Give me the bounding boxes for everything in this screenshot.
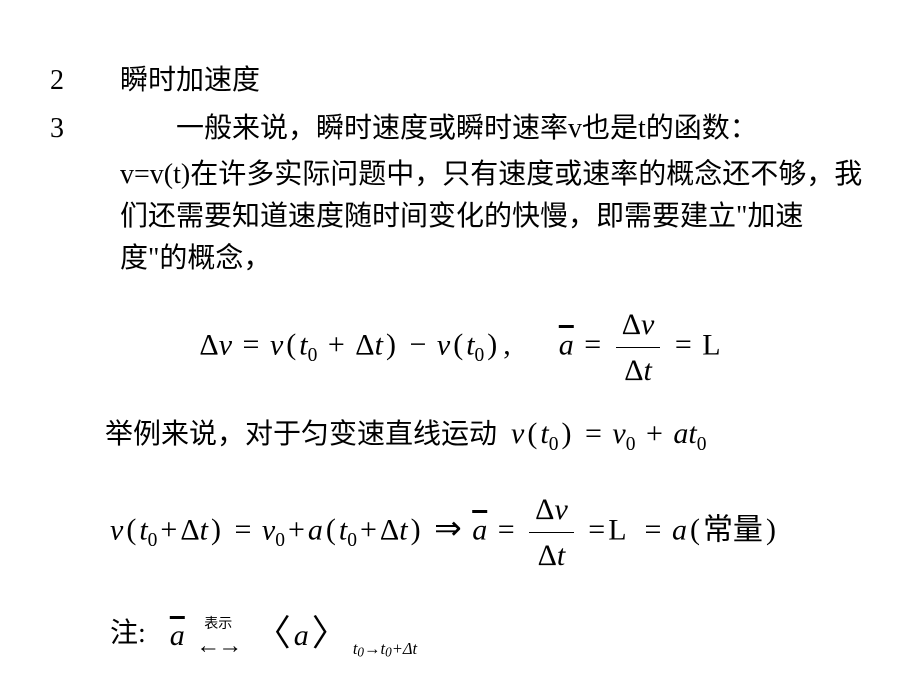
- arrow-annotated: 表示 ←→: [196, 618, 240, 658]
- op-eq3: =: [672, 328, 695, 361]
- var-v: v: [219, 328, 232, 361]
- equation-vt0: v(t0) = v0 + at0: [511, 411, 706, 459]
- item-lead-3: 一般来说，瞬时速度或瞬时速率v也是t的函数：: [90, 108, 870, 150]
- note-line: 注: a 表示 ←→ 〈a〉t0→t0+Δt: [50, 606, 870, 662]
- var-abar: a: [559, 328, 574, 361]
- equation-delta-v: Δv = v(t0 + Δt) − v(t0), a = Δv Δt = L: [50, 302, 870, 393]
- sub-0-ex2: 0: [626, 434, 636, 455]
- arrow-label: 表示: [204, 618, 232, 632]
- equation-expansion: v(t0+Δt) = v0+a(t0+Δt) ⇒ a = Δv Δt =L = …: [50, 487, 870, 578]
- var-t0b: t: [466, 328, 474, 361]
- sub-0a: 0: [308, 345, 318, 366]
- op-plus: +: [325, 328, 348, 361]
- note-expression: a 表示 ←→ 〈a〉t0→t0+Δt: [170, 606, 417, 662]
- fraction-dv-dt: Δv Δt: [616, 302, 661, 393]
- op-implies: ⇒: [431, 511, 465, 547]
- list-item-3: 3 一般来说，瞬时速度或瞬时速率v也是t的函数：: [50, 108, 870, 150]
- sym-delta-t: Δ: [355, 328, 374, 361]
- op-eq: =: [240, 328, 263, 361]
- example-text: 举例来说，对于匀变速直线运动: [105, 414, 497, 456]
- sym-delta: Δ: [199, 328, 218, 361]
- var-v0-ex: v: [612, 417, 625, 450]
- var-t0a: t: [299, 328, 307, 361]
- bracket-left: 〈: [252, 613, 294, 653]
- var-v-e2: v: [110, 513, 123, 546]
- var-a-ex: a: [673, 417, 688, 450]
- item-number-2: 2: [50, 60, 90, 102]
- var-abar-note: a: [170, 619, 185, 652]
- var-t: t: [375, 328, 383, 361]
- bracket-right: 〉: [309, 613, 351, 653]
- sub-0-ex3: 0: [697, 434, 707, 455]
- var-v-ex: v: [511, 417, 524, 450]
- sub-0-ex: 0: [549, 434, 559, 455]
- var-v2: v: [270, 328, 283, 361]
- var-v3: v: [437, 328, 450, 361]
- item-body-3: v=v(t)在许多实际问题中，只有速度或速率的概念还不够，我们还需要知道速度随时…: [50, 154, 870, 280]
- op-eq-ex: =: [582, 417, 605, 450]
- example-line: 举例来说，对于匀变速直线运动 v(t0) = v0 + at0: [50, 411, 870, 459]
- subscript-range: t0→t0+Δt: [351, 639, 417, 658]
- op-minus: −: [406, 328, 429, 361]
- sym-L2: L: [608, 513, 626, 546]
- var-abar2: a: [472, 513, 487, 546]
- note-label: 注:: [110, 613, 146, 655]
- op-plus-ex: +: [643, 417, 666, 450]
- op-comma: ,: [500, 328, 514, 361]
- fraction-dv-dt-2: Δv Δt: [529, 487, 574, 578]
- item-number-3: 3: [50, 108, 90, 150]
- text-constant: 常量: [703, 513, 763, 546]
- sub-0b: 0: [475, 345, 485, 366]
- double-arrow-icon: ←→: [196, 634, 240, 658]
- var-t-ex2: t: [688, 417, 696, 450]
- op-eq2: =: [581, 328, 604, 361]
- sym-L: L: [702, 328, 720, 361]
- list-item-2: 2 瞬时加速度: [50, 60, 870, 102]
- var-t-ex: t: [540, 417, 548, 450]
- item-title-2: 瞬时加速度: [90, 60, 870, 102]
- slide-page: 2 瞬时加速度 3 一般来说，瞬时速度或瞬时速率v也是t的函数： v=v(t)在…: [0, 0, 920, 690]
